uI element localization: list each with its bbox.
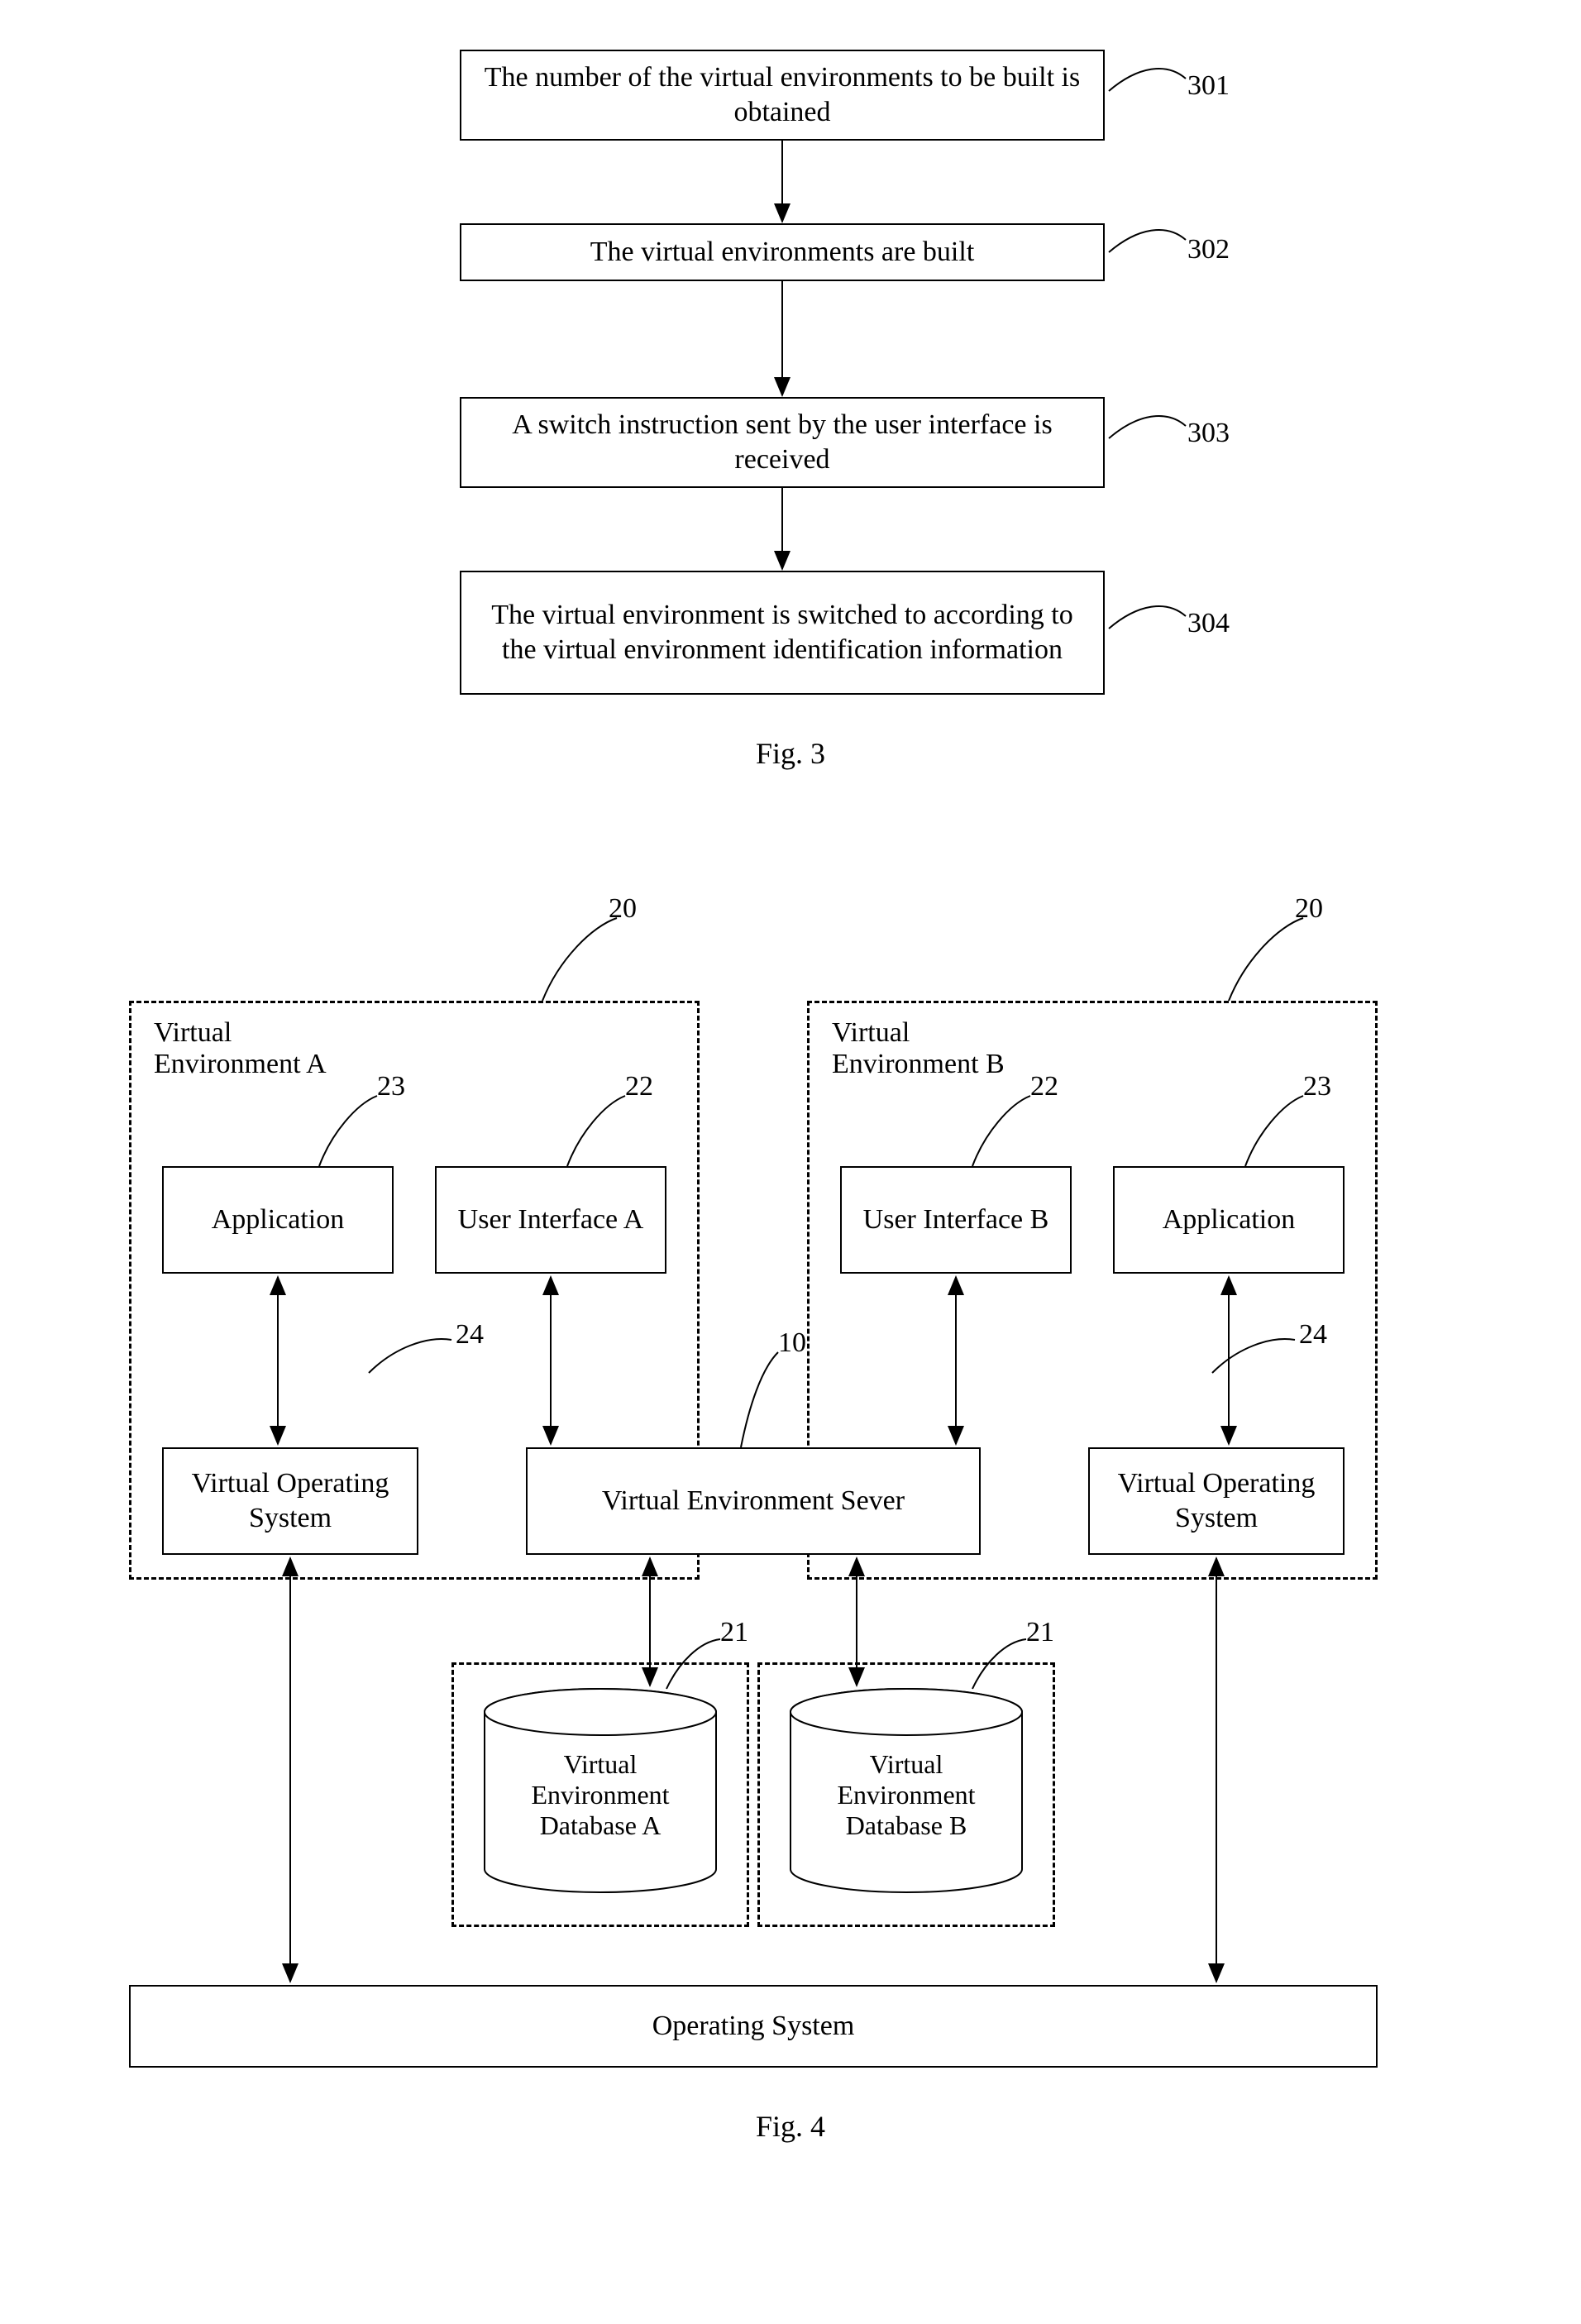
fig3-step-text-301: The number of the virtual environments t… [478, 60, 1087, 131]
fig4-app-b-text: Application [1163, 1203, 1296, 1238]
fig4-ref-vos-a: 24 [456, 1319, 484, 1351]
fig3-step-box-302: The virtual environments are built [460, 223, 1105, 281]
fig3-step-box-304: The virtual environment is switched to a… [460, 571, 1105, 695]
fig4-env-a-title-text: Virtual Environment A [154, 1017, 327, 1079]
fig4-env-b-title: Virtual Environment B [832, 1017, 1047, 1080]
fig4-ref-ui-b: 22 [1030, 1071, 1058, 1102]
fig4-os-text: Operating System [652, 2009, 855, 2044]
fig4-ref-env-a: 20 [609, 893, 637, 925]
fig3-step-label-304: 304 [1187, 608, 1230, 639]
fig3-step-text-302: The virtual environments are built [590, 235, 975, 270]
fig4-ref-db-b: 21 [1026, 1617, 1054, 1648]
fig4-vos-b-text: Virtual Operating System [1106, 1466, 1326, 1537]
fig4-ref-server: 10 [778, 1327, 806, 1359]
fig4-ref-db-a: 21 [720, 1617, 748, 1648]
figure-4: Virtual Environment A Virtual Environmen… [88, 877, 1493, 2241]
fig4-db-b-span: Virtual Environment Database B [837, 1749, 975, 1840]
fig4-vos-a: Virtual Operating System [162, 1447, 418, 1555]
fig4-app-a-text: Application [212, 1203, 345, 1238]
fig4-ui-a: User Interface A [435, 1166, 666, 1274]
fig4-env-b-title-text: Virtual Environment B [832, 1017, 1005, 1079]
fig3-step-box-301: The number of the virtual environments t… [460, 50, 1105, 141]
fig4-caption: Fig. 4 [88, 2109, 1493, 2144]
fig4-db-a-text: Virtual Environment Database A [493, 1749, 708, 1841]
fig3-step-label-303: 303 [1187, 418, 1230, 449]
fig3-step-text-304: The virtual environment is switched to a… [478, 598, 1087, 668]
fig4-db-a-span: Virtual Environment Database A [531, 1749, 669, 1840]
fig4-ref-env-b: 20 [1295, 893, 1323, 925]
fig3-step-label-301: 301 [1187, 70, 1230, 102]
fig3-step-label-302: 302 [1187, 234, 1230, 265]
fig3-step-text-303: A switch instruction sent by the user in… [478, 408, 1087, 478]
fig4-vos-a-text: Virtual Operating System [180, 1466, 400, 1537]
fig4-ui-b-text: User Interface B [863, 1203, 1049, 1238]
fig4-env-a-title: Virtual Environment A [154, 1017, 369, 1080]
fig4-ui-a-text: User Interface A [458, 1203, 644, 1238]
fig4-app-b: Application [1113, 1166, 1345, 1274]
fig3-step-box-303: A switch instruction sent by the user in… [460, 397, 1105, 488]
figure-3: The number of the virtual environments t… [294, 33, 1287, 827]
fig4-db-b-text: Virtual Environment Database B [799, 1749, 1014, 1841]
fig4-server: Virtual Environment Sever [526, 1447, 981, 1555]
fig3-caption: Fig. 3 [294, 736, 1287, 771]
fig4-ref-ui-a: 22 [625, 1071, 653, 1102]
fig4-vos-b: Virtual Operating System [1088, 1447, 1345, 1555]
fig4-ref-app-a: 23 [377, 1071, 405, 1102]
fig4-os: Operating System [129, 1985, 1378, 2068]
fig4-ref-app-b: 23 [1303, 1071, 1331, 1102]
fig4-ref-vos-b: 24 [1299, 1319, 1327, 1351]
fig4-app-a: Application [162, 1166, 394, 1274]
fig4-ui-b: User Interface B [840, 1166, 1072, 1274]
fig4-server-text: Virtual Environment Sever [602, 1484, 905, 1519]
